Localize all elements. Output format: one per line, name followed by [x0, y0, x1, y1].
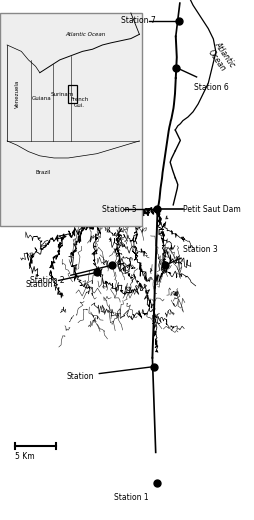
Text: Station 6: Station 6: [194, 83, 229, 92]
Text: Station 1: Station 1: [114, 493, 149, 502]
Text: Station 3: Station 3: [168, 245, 218, 264]
Text: Brazil: Brazil: [35, 171, 50, 175]
Bar: [0, 13, 142, 226]
Text: Station: Station: [25, 273, 94, 289]
Text: Station 7: Station 7: [121, 16, 156, 25]
Text: Surinam: Surinam: [51, 92, 74, 97]
Text: Station: Station: [66, 367, 151, 381]
Text: 5 Km: 5 Km: [15, 452, 35, 461]
Text: Venezuela: Venezuela: [14, 80, 20, 108]
Text: Atlantic
Ocean: Atlantic Ocean: [205, 40, 237, 75]
Text: Petit Saut Dam: Petit Saut Dam: [183, 204, 241, 214]
Text: Station 2: Station 2: [30, 266, 109, 285]
Text: Station 5: Station 5: [102, 204, 136, 214]
Text: Guiana: Guiana: [31, 96, 51, 101]
Bar: [68, 85, 77, 102]
Text: French
Gui.: French Gui.: [71, 97, 89, 108]
Text: Atlantic Ocean: Atlantic Ocean: [65, 32, 105, 37]
